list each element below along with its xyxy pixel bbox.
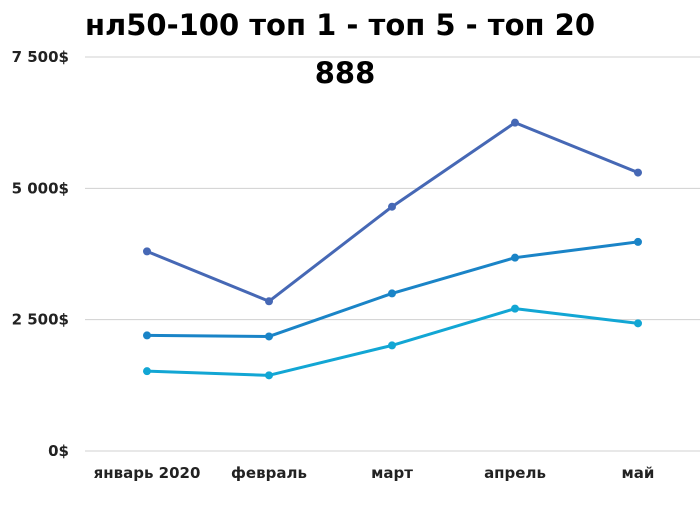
data-point — [511, 118, 519, 127]
y-axis-ticks: 0$ 2 500$ 5 000$ 7 500$ — [12, 48, 69, 460]
gridlines — [85, 56, 700, 452]
series-line — [145, 121, 640, 303]
data-point — [143, 367, 151, 376]
x-tick-label: апрель — [484, 464, 546, 482]
chart-title: нл50-100 топ 1 - топ 5 - топ 20 — [85, 8, 595, 42]
y-tick-label: 7 500$ — [12, 48, 69, 66]
series-line — [145, 240, 640, 338]
data-point — [388, 341, 396, 350]
x-tick-label: март — [371, 464, 413, 482]
chart-subtitle: 888 — [315, 56, 376, 90]
data-point — [511, 304, 519, 313]
series-lines — [143, 118, 642, 380]
data-point — [265, 332, 273, 341]
x-tick-label: январь 2020 — [94, 464, 201, 482]
series-2 — [143, 304, 642, 380]
data-point — [511, 253, 519, 262]
data-point — [143, 331, 151, 340]
data-point — [265, 371, 273, 380]
series-1 — [143, 237, 642, 341]
x-axis-ticks: январь 2020 февраль март апрель май — [94, 464, 655, 482]
series-0 — [143, 118, 642, 306]
data-point — [143, 247, 151, 256]
y-tick-label: 0$ — [48, 442, 69, 460]
data-point — [634, 319, 642, 328]
x-tick-label: февраль — [231, 464, 307, 482]
x-tick-label: май — [622, 464, 655, 482]
data-point — [388, 202, 396, 211]
y-tick-label: 5 000$ — [12, 179, 69, 197]
data-point — [634, 237, 642, 246]
data-point — [388, 289, 396, 298]
y-tick-label: 2 500$ — [12, 311, 69, 329]
data-point — [265, 297, 273, 306]
data-point — [634, 168, 642, 177]
